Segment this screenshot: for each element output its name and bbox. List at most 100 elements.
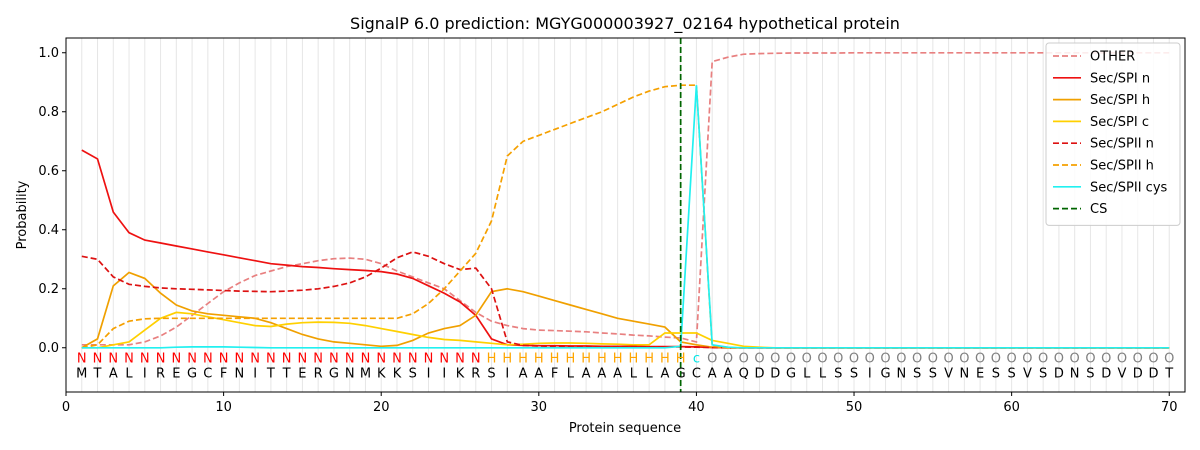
region-label: O (1070, 352, 1080, 367)
region-label: H (660, 352, 670, 367)
series-line (81, 84, 1170, 349)
residue-label: L (567, 366, 575, 381)
residue-label: G (881, 366, 891, 381)
residue-label: A (723, 366, 732, 381)
region-label: N (376, 352, 386, 367)
residue-label: A (660, 366, 669, 381)
region-label: N (439, 352, 449, 367)
series-line (81, 85, 1170, 349)
region-label: N (313, 352, 323, 367)
region-label: O (880, 352, 890, 367)
residue-label: R (471, 366, 480, 381)
residue-label: C (203, 366, 212, 381)
region-label: N (455, 352, 465, 367)
y-tick-label: 1.0 (38, 46, 59, 61)
region-label: O (723, 352, 733, 367)
x-tick-label: 40 (688, 400, 705, 415)
x-tick-label: 30 (531, 400, 548, 415)
region-label: H (597, 352, 607, 367)
region-label: O (1133, 352, 1143, 367)
residue-label: S (1086, 366, 1094, 381)
region-label: N (408, 352, 418, 367)
residue-label: V (1023, 366, 1032, 381)
residue-label: N (345, 366, 355, 381)
residue-label: G (329, 366, 339, 381)
residue-label: L (803, 366, 811, 381)
region-label: N (203, 352, 213, 367)
residue-label: A (597, 366, 606, 381)
series-line (81, 271, 1170, 349)
residue-label: A (613, 366, 622, 381)
region-label: N (124, 352, 134, 367)
residue-label: S (929, 366, 937, 381)
residue-label: F (551, 366, 558, 381)
residue-label: D (754, 366, 764, 381)
residue-label: S (409, 366, 417, 381)
region-label: H (628, 352, 638, 367)
region-label: N (345, 352, 355, 367)
residue-label: M (76, 366, 87, 381)
region-label: O (1148, 352, 1158, 367)
residue-label: T (1164, 366, 1173, 381)
y-tick-label: 0.2 (38, 282, 59, 297)
region-label: H (676, 352, 686, 367)
residue-label: S (834, 366, 842, 381)
residue-label: A (519, 366, 528, 381)
residue-label: D (1148, 366, 1158, 381)
region-label: N (93, 352, 103, 367)
y-tick-label: 0.6 (38, 164, 59, 179)
residue-label: L (819, 366, 827, 381)
residue-label: T (93, 366, 102, 381)
legend-label: Sec/SPI c (1090, 115, 1149, 130)
residue-label: E (298, 366, 306, 381)
x-tick-label: 10 (215, 400, 232, 415)
region-label: O (754, 352, 764, 367)
region-label: O (1007, 352, 1017, 367)
residue-label: S (992, 366, 1000, 381)
residue-label: D (1054, 366, 1064, 381)
residue-label: N (959, 366, 969, 381)
residue-label: I (143, 366, 147, 381)
region-label: O (739, 352, 749, 367)
region-label: O (1085, 352, 1095, 367)
region-label: H (487, 352, 497, 367)
region-label: O (1054, 352, 1064, 367)
region-label: O (928, 352, 938, 367)
residue-label: D (1101, 366, 1111, 381)
region-label: H (550, 352, 560, 367)
residue-label: I (505, 366, 509, 381)
residue-label: I (868, 366, 872, 381)
residue-label: T (282, 366, 291, 381)
region-label: N (108, 352, 118, 367)
residue-label: E (976, 366, 984, 381)
residue-label: I (442, 366, 446, 381)
residue-label: D (1133, 366, 1143, 381)
chart-title: SignalP 6.0 prediction: MGYG000003927_02… (350, 14, 900, 34)
region-label: c (693, 352, 700, 367)
residue-label: N (896, 366, 906, 381)
residue-label: C (692, 366, 701, 381)
residue-label: M (360, 366, 371, 381)
region-label: O (1038, 352, 1048, 367)
region-label: H (534, 352, 544, 367)
residue-label: S (487, 366, 495, 381)
region-label: O (770, 352, 780, 367)
region-label: O (991, 352, 1001, 367)
region-label: O (786, 352, 796, 367)
region-label: O (975, 352, 985, 367)
region-label: H (613, 352, 623, 367)
region-label: N (187, 352, 197, 367)
x-tick-label: 70 (1161, 400, 1178, 415)
x-tick-label: 0 (62, 400, 70, 415)
region-label: H (518, 352, 528, 367)
sequence-labels: NMNTNANLNINRNENGNCNFNNNINTNTNENRNGNNNMNK… (76, 352, 1174, 382)
region-label: O (943, 352, 953, 367)
residue-label: T (266, 366, 275, 381)
y-tick-label: 0.8 (38, 105, 59, 120)
series-line (81, 251, 1170, 349)
legend-label: CS (1090, 202, 1107, 217)
residue-label: A (708, 366, 717, 381)
region-label: N (140, 352, 150, 367)
residue-label: V (1118, 366, 1127, 381)
